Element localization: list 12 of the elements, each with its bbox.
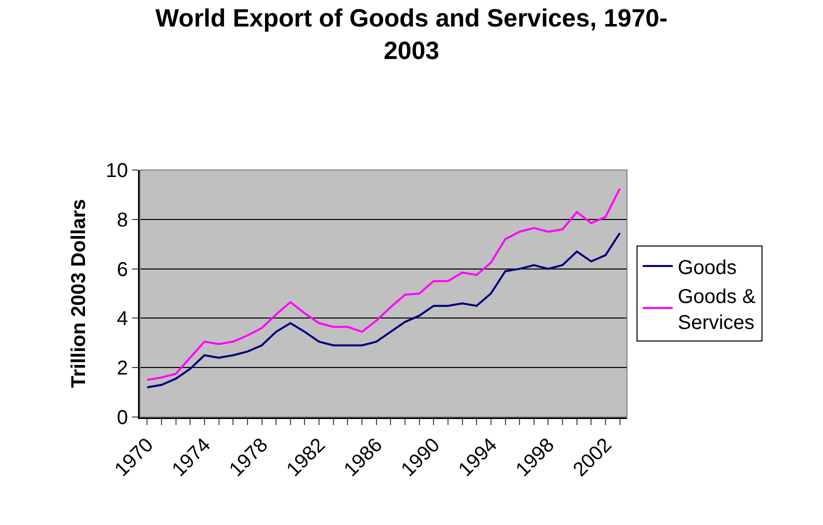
chart-title: World Export of Goods and Services, 1970-2003: [155, 4, 668, 65]
y-tick-label: 8: [116, 209, 128, 232]
y-tick-label: 10: [106, 160, 128, 182]
legend-label: Goods: [678, 256, 737, 279]
legend-label: Goods & Services: [678, 286, 756, 334]
line-series: [146, 232, 621, 388]
y-tick-label: 0: [116, 407, 128, 429]
y-tick-label: 2: [116, 358, 128, 380]
y-tick-label: 4: [116, 308, 128, 330]
y-tick-label: 6: [116, 258, 128, 281]
line-series: [146, 188, 621, 381]
y-axis-title: Trillion 2003 Dollars: [68, 199, 90, 388]
